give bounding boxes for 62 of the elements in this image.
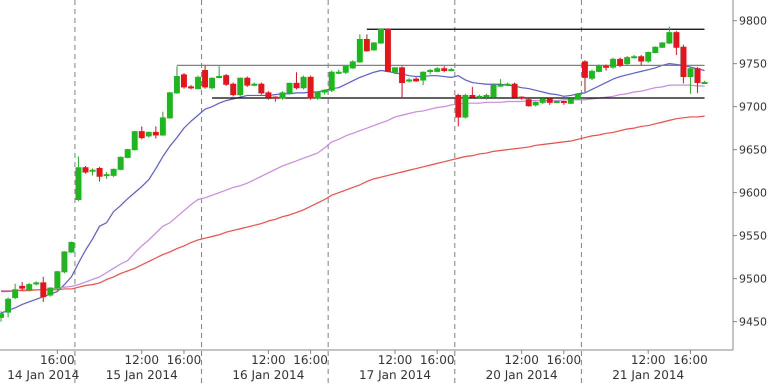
candlestick: [392, 66, 398, 74]
candlestick: [40, 276, 46, 302]
candlestick: [300, 75, 307, 90]
candlestick: [455, 93, 462, 127]
candlestick: [413, 76, 420, 82]
line-series: [0, 63, 706, 314]
candlestick: [687, 66, 694, 94]
candlestick: [308, 75, 314, 100]
candlestick: [441, 66, 448, 73]
x-tick-label: 14 Jan 2014: [7, 368, 80, 382]
candlestick: [406, 78, 412, 84]
x-tick-label: 16:00: [166, 353, 202, 367]
candlestick: [582, 60, 588, 93]
x-tick-label: 16:00: [40, 353, 75, 367]
y-tick-label: 9500: [739, 272, 767, 286]
candlestick: [216, 66, 222, 79]
candlestick: [554, 100, 560, 104]
candlestick: [12, 283, 18, 300]
y-tick-label: 9600: [739, 186, 767, 200]
y-tick-label: 9550: [739, 230, 767, 243]
candlestick: [399, 66, 405, 99]
y-tick-label: 9450: [739, 316, 767, 329]
x-tick-label: 16:00: [293, 353, 328, 367]
x-tick-label: 16:00: [420, 353, 454, 367]
candlestick: [702, 80, 708, 84]
candlestick: [152, 126, 159, 139]
candlestick: [251, 82, 258, 86]
y-tick-label: 9650: [739, 144, 767, 157]
candlestick: [237, 76, 244, 97]
x-tick-label: 16:00: [546, 353, 582, 367]
candlestick: [138, 126, 145, 140]
candlestick: [82, 165, 88, 174]
candlestick: [202, 64, 208, 90]
candlestick: [638, 54, 644, 66]
x-tick-label: 16:00: [673, 353, 708, 367]
candlestick: [462, 93, 468, 120]
candlestick: [75, 156, 82, 202]
candlestick: [294, 72, 300, 90]
candlestick: [384, 28, 391, 73]
candlestick: [244, 76, 250, 88]
candlestick: [364, 34, 370, 52]
candlestick: [526, 98, 532, 108]
candlestick: [469, 86, 476, 99]
candlestick: [5, 297, 12, 318]
candlestick: [546, 98, 553, 106]
y-tick-label: 9700: [739, 100, 767, 114]
candlestick: [96, 166, 102, 182]
candlestick: [610, 57, 616, 70]
candlestick: [209, 76, 216, 90]
line-series: [0, 115, 706, 292]
line-series: [0, 84, 706, 292]
candlestick: [19, 282, 26, 292]
candlestick: [195, 75, 201, 90]
y-tick-label: 9750: [739, 58, 767, 71]
y-tick-label: 9800: [739, 14, 767, 28]
candlestick: [90, 168, 96, 176]
candlestick: [603, 64, 609, 72]
candlestick: [146, 131, 152, 138]
candlestick: [560, 100, 567, 106]
candlestick: [448, 67, 454, 72]
candlestick: [617, 57, 624, 68]
candlestick: [694, 66, 700, 94]
